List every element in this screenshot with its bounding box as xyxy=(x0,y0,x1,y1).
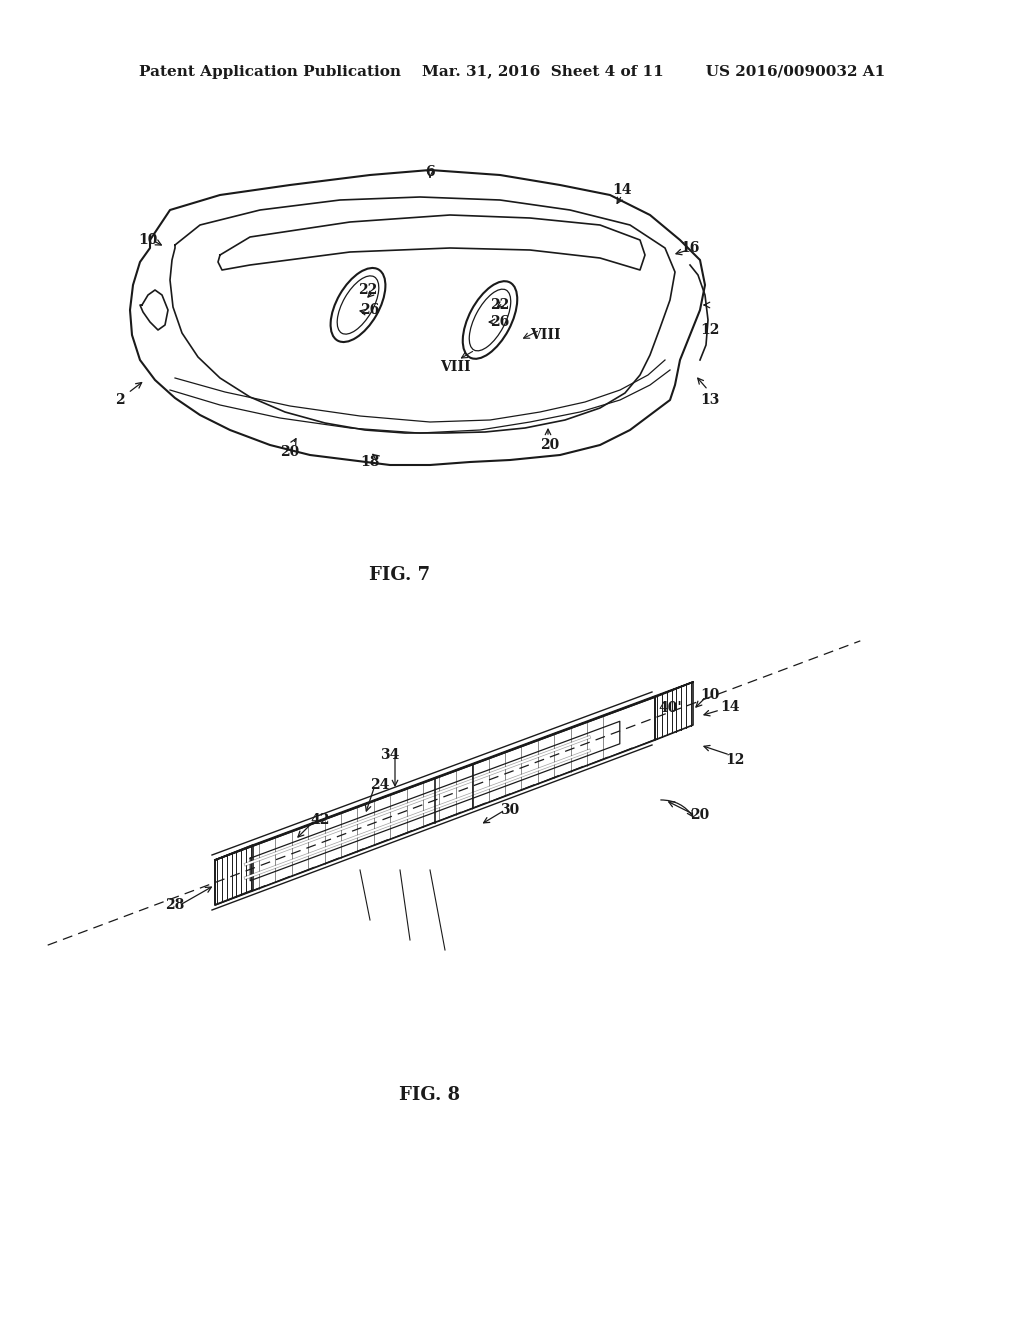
Text: 20: 20 xyxy=(541,438,560,451)
Text: 2: 2 xyxy=(115,393,125,407)
Text: 30: 30 xyxy=(501,803,519,817)
Text: 24: 24 xyxy=(371,777,390,792)
Text: 12: 12 xyxy=(700,323,720,337)
Text: 26: 26 xyxy=(490,315,510,329)
Text: 40': 40' xyxy=(658,701,682,715)
Text: 34: 34 xyxy=(380,748,399,762)
Text: 10: 10 xyxy=(138,234,158,247)
Text: 22: 22 xyxy=(358,282,378,297)
Text: 20: 20 xyxy=(281,445,300,459)
Text: 10: 10 xyxy=(700,688,720,702)
Text: 12: 12 xyxy=(725,752,744,767)
Text: 22: 22 xyxy=(490,298,510,312)
Text: 14: 14 xyxy=(612,183,632,197)
Text: FIG. 8: FIG. 8 xyxy=(399,1086,461,1104)
Text: VIII: VIII xyxy=(529,327,560,342)
Text: 26: 26 xyxy=(360,304,380,317)
Text: 14: 14 xyxy=(720,700,739,714)
Text: VIII: VIII xyxy=(439,360,470,374)
Text: 42: 42 xyxy=(310,813,330,828)
Text: 20: 20 xyxy=(690,808,710,822)
Text: 18: 18 xyxy=(360,455,380,469)
Text: 13: 13 xyxy=(700,393,720,407)
Text: 6: 6 xyxy=(425,165,435,180)
Text: FIG. 7: FIG. 7 xyxy=(370,566,430,583)
Text: 28: 28 xyxy=(165,898,184,912)
Text: Patent Application Publication    Mar. 31, 2016  Sheet 4 of 11        US 2016/00: Patent Application Publication Mar. 31, … xyxy=(139,65,885,79)
Text: 16: 16 xyxy=(680,242,699,255)
